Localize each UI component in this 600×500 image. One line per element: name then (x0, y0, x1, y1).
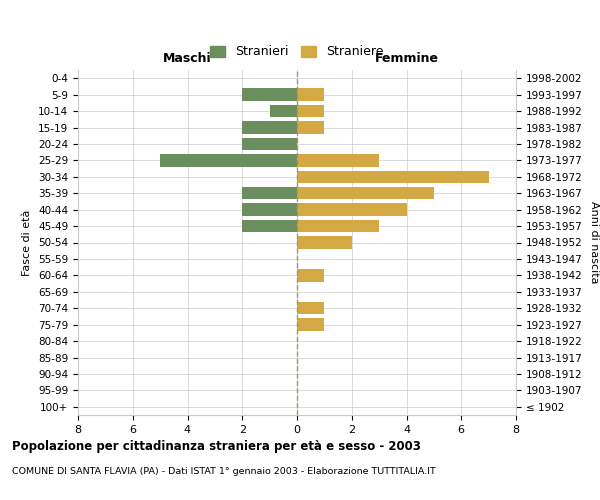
Bar (297, 220, 379, 232)
Bar (297, 154, 379, 166)
Bar (242, 138, 297, 150)
Text: COMUNE DI SANTA FLAVIA (PA) - Dati ISTAT 1° gennaio 2003 - Elaborazione TUTTITAL: COMUNE DI SANTA FLAVIA (PA) - Dati ISTAT… (12, 468, 436, 476)
Bar (242, 88, 297, 101)
Bar (297, 318, 325, 331)
Bar (297, 236, 352, 248)
Bar (297, 170, 488, 183)
Bar (297, 122, 325, 134)
Legend: Stranieri, Straniere: Stranieri, Straniere (206, 42, 388, 62)
Bar (242, 204, 297, 216)
Bar (242, 187, 297, 200)
Bar (297, 187, 434, 200)
Bar (297, 269, 325, 281)
Text: Femmine: Femmine (374, 52, 439, 65)
Bar (269, 105, 297, 117)
Bar (297, 88, 325, 101)
Bar (297, 105, 325, 117)
Bar (160, 154, 297, 166)
Y-axis label: Fasce di età: Fasce di età (22, 210, 32, 276)
Bar (242, 122, 297, 134)
Bar (297, 302, 325, 314)
Y-axis label: Anni di nascita: Anni di nascita (589, 201, 599, 284)
Text: Maschi: Maschi (163, 52, 212, 65)
Bar (297, 204, 407, 216)
Bar (242, 220, 297, 232)
Text: Popolazione per cittadinanza straniera per età e sesso - 2003: Popolazione per cittadinanza straniera p… (12, 440, 421, 453)
